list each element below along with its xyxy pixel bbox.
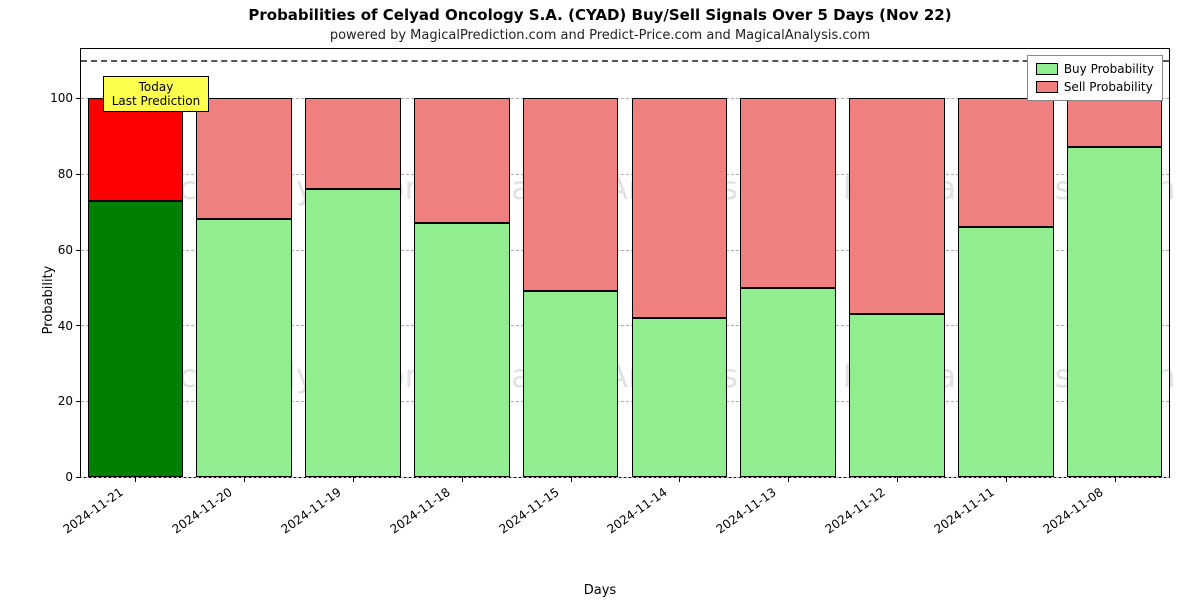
xtick	[1115, 477, 1116, 482]
ytick-label: 100	[50, 91, 73, 105]
legend-item-buy: Buy Probability	[1036, 60, 1154, 78]
bar-buy	[88, 201, 184, 477]
bar-slot	[740, 49, 836, 477]
ytick-label: 20	[58, 394, 73, 408]
bar-sell	[305, 98, 401, 189]
y-axis-label: Probability	[41, 266, 56, 335]
bar-sell	[632, 98, 728, 318]
xtick	[788, 477, 789, 482]
bar-buy	[414, 223, 510, 477]
xtick	[353, 477, 354, 482]
xtick-label: 2024-11-13	[714, 485, 779, 536]
bar-slot	[414, 49, 510, 477]
xtick-label: 2024-11-08	[1040, 485, 1105, 536]
chart-container: Probabilities of Celyad Oncology S.A. (C…	[0, 0, 1200, 600]
xtick-label: 2024-11-19	[279, 485, 344, 536]
bar-sell	[849, 98, 945, 314]
chart-subtitle: powered by MagicalPrediction.com and Pre…	[0, 28, 1200, 43]
bar-slot	[632, 49, 728, 477]
plot-area: 020406080100MagicalAnalysis.comMagicalAn…	[80, 48, 1170, 478]
bar-buy	[632, 318, 728, 477]
xtick	[1006, 477, 1007, 482]
legend-swatch-sell	[1036, 81, 1058, 93]
xtick	[679, 477, 680, 482]
ytick-label: 40	[58, 319, 73, 333]
bar-sell	[523, 98, 619, 291]
xtick-label: 2024-11-12	[823, 485, 888, 536]
bar-slot	[305, 49, 401, 477]
bar-sell	[1067, 98, 1163, 147]
bar-sell	[196, 98, 292, 219]
legend-label-sell: Sell Probability	[1064, 78, 1153, 96]
ytick-label: 0	[65, 470, 73, 484]
bar-sell	[414, 98, 510, 223]
xtick	[462, 477, 463, 482]
bar-buy	[1067, 147, 1163, 477]
bar-buy	[849, 314, 945, 477]
ytick	[76, 477, 81, 478]
legend: Buy Probability Sell Probability	[1027, 55, 1163, 101]
ytick	[76, 250, 81, 251]
xtick-label: 2024-11-15	[496, 485, 561, 536]
ytick	[76, 98, 81, 99]
xtick-label: 2024-11-21	[61, 485, 126, 536]
xtick-label: 2024-11-14	[605, 485, 670, 536]
bar-buy	[740, 288, 836, 477]
xtick-label: 2024-11-20	[170, 485, 235, 536]
ytick	[76, 174, 81, 175]
ytick	[76, 325, 81, 326]
xtick-label: 2024-11-18	[387, 485, 452, 536]
bar-sell	[740, 98, 836, 287]
annotation-line2: Last Prediction	[112, 94, 200, 108]
bar-slot	[849, 49, 945, 477]
x-axis-label: Days	[0, 583, 1200, 598]
xtick	[571, 477, 572, 482]
bar-buy	[958, 227, 1054, 477]
chart-title: Probabilities of Celyad Oncology S.A. (C…	[0, 6, 1200, 24]
bar-buy	[523, 291, 619, 477]
bar-buy	[305, 189, 401, 477]
legend-label-buy: Buy Probability	[1064, 60, 1154, 78]
xtick	[897, 477, 898, 482]
annotation-line1: Today	[112, 80, 200, 94]
bar-sell	[958, 98, 1054, 227]
legend-swatch-buy	[1036, 63, 1058, 75]
bar-slot	[196, 49, 292, 477]
xtick	[244, 477, 245, 482]
bar-sell	[88, 98, 184, 200]
legend-item-sell: Sell Probability	[1036, 78, 1154, 96]
xtick-label: 2024-11-11	[931, 485, 996, 536]
bar-buy	[196, 219, 292, 477]
ytick-label: 80	[58, 167, 73, 181]
bar-slot	[1067, 49, 1163, 477]
bar-slot	[958, 49, 1054, 477]
xtick	[135, 477, 136, 482]
today-annotation: TodayLast Prediction	[103, 76, 209, 113]
bar-slot	[88, 49, 184, 477]
bar-slot	[523, 49, 619, 477]
ytick-label: 60	[58, 243, 73, 257]
ytick	[76, 401, 81, 402]
